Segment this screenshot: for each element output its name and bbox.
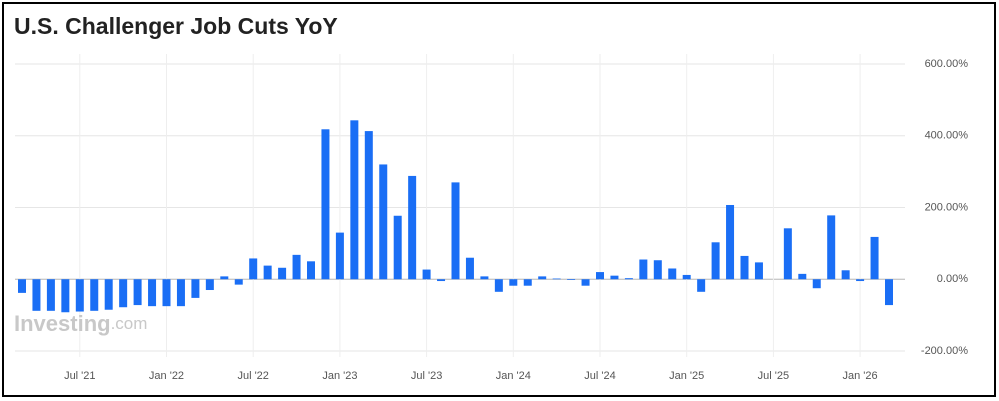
- y-tick-label: -200.00%: [921, 345, 968, 357]
- bar: [798, 273, 807, 280]
- x-tick-label: Jan '25: [669, 370, 704, 382]
- bar: [32, 279, 41, 311]
- bar: [841, 270, 850, 280]
- bar: [711, 242, 720, 280]
- y-tick-label: 600.00%: [925, 58, 969, 70]
- bar: [234, 279, 243, 285]
- bar: [668, 268, 677, 280]
- bar: [379, 164, 388, 280]
- bar: [249, 258, 258, 280]
- watermark-brand: Investing: [14, 311, 111, 336]
- bar: [176, 279, 185, 307]
- bar: [827, 215, 836, 280]
- bar: [870, 236, 879, 280]
- x-tick-label: Jul '24: [584, 370, 615, 382]
- bar: [740, 255, 749, 280]
- y-tick-label: 0.00%: [937, 273, 968, 285]
- x-tick-label: Jan '22: [149, 370, 184, 382]
- bar: [538, 276, 547, 280]
- bar: [205, 279, 214, 291]
- watermark-suffix: .com: [111, 314, 148, 333]
- x-tick-label: Jan '23: [322, 370, 357, 382]
- bar: [18, 279, 26, 293]
- x-tick-label: Jul '23: [411, 370, 442, 382]
- bar: [596, 272, 604, 280]
- y-tick-label: 400.00%: [925, 130, 969, 142]
- bar: [148, 279, 157, 307]
- x-tick-label: Jan '24: [496, 370, 531, 382]
- x-tick-label: Jul '21: [64, 370, 95, 382]
- bar: [885, 279, 893, 306]
- bar: [104, 279, 113, 310]
- bar: [162, 279, 171, 307]
- bar: [552, 278, 561, 280]
- bar: [856, 279, 865, 282]
- bar: [119, 279, 128, 308]
- bar: [133, 279, 142, 306]
- bar: [422, 269, 431, 280]
- watermark: Investing.com: [14, 311, 147, 336]
- x-tick-label: Jul '22: [237, 370, 268, 382]
- x-tick-label: Jul '25: [758, 370, 789, 382]
- bar: [191, 279, 200, 298]
- bar: [726, 204, 735, 280]
- bar: [220, 276, 229, 280]
- bar: [307, 261, 315, 280]
- bar: [697, 279, 706, 292]
- bar: [812, 279, 821, 289]
- bar: [61, 279, 70, 313]
- bar: [75, 279, 84, 312]
- bar: [624, 278, 633, 280]
- bar: [292, 254, 301, 280]
- bar: [321, 129, 330, 280]
- bar: [610, 275, 619, 280]
- bar: [480, 276, 489, 280]
- bar: [754, 262, 763, 280]
- bar: [523, 279, 532, 286]
- bar: [509, 279, 518, 286]
- bar: [783, 228, 792, 280]
- bar: [350, 120, 359, 280]
- bar: [653, 260, 662, 280]
- bar: [393, 215, 402, 280]
- bar: [567, 279, 576, 280]
- bar: [90, 279, 99, 311]
- bar: [263, 265, 272, 280]
- y-tick-label: 200.00%: [925, 201, 969, 213]
- bar: [451, 182, 460, 280]
- x-tick-label: Jan '26: [843, 370, 878, 382]
- bar: [364, 131, 373, 280]
- bar: [494, 279, 503, 292]
- bar: [682, 274, 691, 280]
- bar: [278, 267, 287, 280]
- chart-title: U.S. Challenger Job Cuts YoY: [14, 13, 338, 39]
- bar: [46, 279, 55, 311]
- bar: [335, 232, 344, 280]
- bar: [465, 257, 474, 280]
- bar: [408, 175, 417, 280]
- bar: [639, 259, 648, 280]
- bar: [437, 279, 446, 282]
- bar: [581, 279, 590, 286]
